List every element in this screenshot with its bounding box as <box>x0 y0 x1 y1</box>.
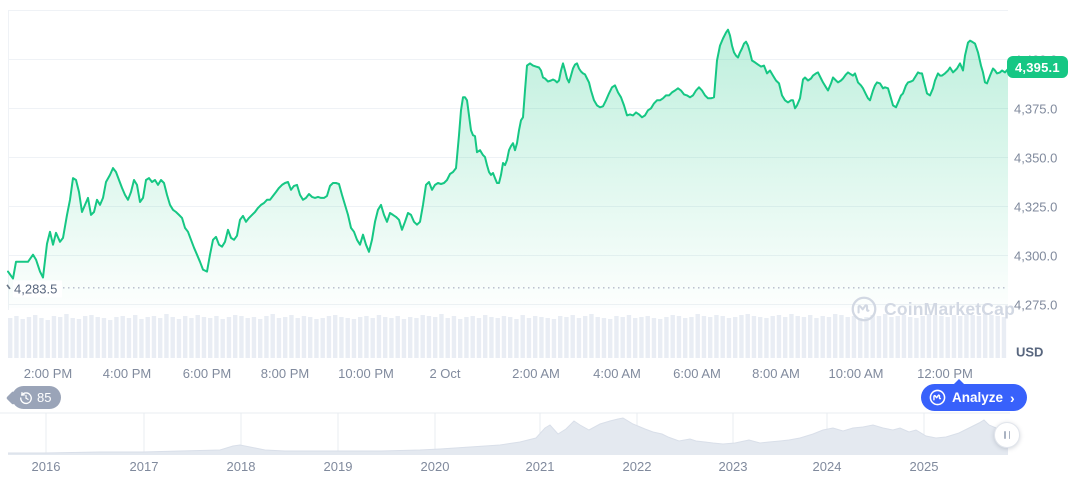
currency-label: USD <box>1016 344 1044 360</box>
coinmarketcap-logo-icon <box>851 296 877 322</box>
year-tick-label: 2022 <box>622 459 652 474</box>
price-tick-label: 4,375.0 <box>1014 101 1058 116</box>
price-tick-label: 4,325.0 <box>1014 199 1058 214</box>
year-tick-label: 2021 <box>525 459 555 474</box>
chevron-right-icon: › <box>1010 389 1015 406</box>
year-tick-label: 2018 <box>226 459 256 474</box>
watermark-text: CoinMarketCap <box>884 298 1015 319</box>
year-tick-label: 2025 <box>909 459 939 474</box>
coinmarketcap-logo-icon <box>929 389 946 406</box>
time-tick-label: 8:00 AM <box>752 366 800 381</box>
low-price-label: 4,283.5 <box>13 280 63 298</box>
history-clock-icon <box>20 391 32 404</box>
pause-bars-icon <box>1004 431 1006 439</box>
navigator-handle[interactable] <box>994 422 1020 448</box>
time-tick-label: 10:00 AM <box>828 366 884 381</box>
time-tick-label: 6:00 PM <box>182 366 232 381</box>
current-price-value: 4,395.1 <box>1015 59 1060 75</box>
analyze-label: Analyze <box>952 390 1004 405</box>
watchers-badge: 85 <box>12 386 62 409</box>
time-tick-label: 4:00 PM <box>102 366 152 381</box>
time-tick-label: 10:00 PM <box>338 366 394 381</box>
price-tick-label: 4,275.0 <box>1014 297 1058 312</box>
time-tick-label: 2:00 PM <box>23 366 73 381</box>
coinmarketcap-watermark: CoinMarketCap <box>851 296 1015 322</box>
time-tick-label: 2:00 AM <box>512 366 560 381</box>
year-tick-label: 2020 <box>420 459 450 474</box>
time-tick-label: 2 Oct <box>429 366 461 381</box>
price-chart-canvas[interactable] <box>0 0 1072 412</box>
price-tick-label: 4,350.0 <box>1014 150 1058 165</box>
time-tick-label: 8:00 PM <box>260 366 310 381</box>
year-tick-label: 2016 <box>31 459 61 474</box>
year-tick-label: 2019 <box>323 459 353 474</box>
price-tick-label: 4,300.0 <box>1014 248 1058 263</box>
current-price-badge: 4,395.1 <box>1007 56 1068 78</box>
time-tick-label: 12:00 PM <box>917 366 973 381</box>
analyze-button[interactable]: Analyze › <box>921 379 1027 411</box>
time-tick-label: 4:00 AM <box>593 366 641 381</box>
pause-bars-icon <box>1008 431 1010 439</box>
time-tick-label: 6:00 AM <box>673 366 721 381</box>
year-tick-label: 2024 <box>812 459 842 474</box>
watchers-count: 85 <box>37 390 52 405</box>
year-tick-label: 2023 <box>718 459 748 474</box>
year-tick-label: 2017 <box>129 459 159 474</box>
range-navigator-canvas[interactable] <box>0 412 1072 477</box>
